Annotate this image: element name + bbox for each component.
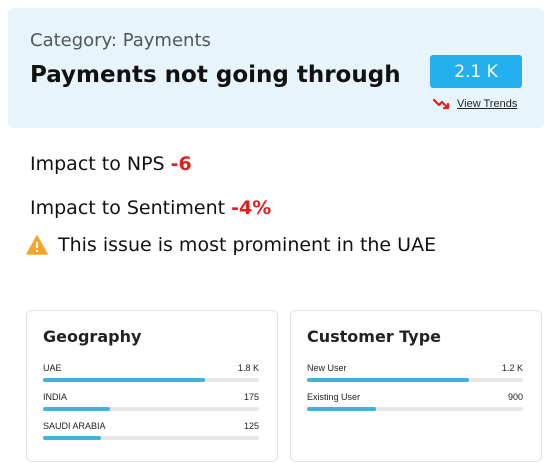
geography-row-label: UAE <box>43 363 62 373</box>
customer-type-row-label: New User <box>307 363 347 373</box>
geography-bar-fill <box>43 378 205 382</box>
view-trends-link[interactable]: View Trends <box>432 97 518 111</box>
issue-category: Category: Payments <box>30 30 211 51</box>
geography-row-label: INDIA <box>43 392 68 402</box>
view-trends-label[interactable]: View Trends <box>457 98 518 110</box>
geography-bar-fill <box>43 436 102 440</box>
geography-row: INDIA 175 <box>43 392 259 411</box>
customer-type-bar-track <box>307 407 523 411</box>
customer-type-bar-fill <box>307 378 469 382</box>
customer-type-bar-track <box>307 378 523 382</box>
geography-row-label: SAUDI ARABIA <box>43 421 106 431</box>
geography-row-head: UAE 1.8 K <box>43 363 259 373</box>
geography-row-value: 175 <box>243 392 259 402</box>
geography-row-head: INDIA 175 <box>43 392 259 402</box>
sentiment-impact-label: Impact to Sentiment <box>30 197 226 219</box>
geography-bar-track <box>43 378 259 382</box>
geography-bar-track <box>43 407 259 411</box>
customer-type-row: New User 1.2 K <box>307 363 523 382</box>
customer-type-row-head: New User 1.2 K <box>307 363 523 373</box>
nps-impact-label: Impact to NPS <box>30 153 165 175</box>
customer-type-row-value: 900 <box>507 392 523 402</box>
issue-count-badge: 2.1 K <box>430 55 522 88</box>
issue-title: Payments not going through <box>30 62 401 88</box>
geography-bar-fill <box>43 407 110 411</box>
customer-type-row-value: 1.2 K <box>501 363 523 373</box>
prominence-warning-text: This issue is most prominent in the UAE <box>58 234 437 256</box>
warning-icon <box>26 235 48 255</box>
prominence-warning: This issue is most prominent in the UAE <box>26 234 436 256</box>
geography-row: UAE 1.8 K <box>43 363 259 382</box>
geography-panel: Geography UAE 1.8 K INDIA 175 SAUDI ARABIA 12… <box>26 310 278 462</box>
customer-type-title: Customer Type <box>307 327 442 346</box>
geography-row-value: 1.8 K <box>237 363 259 373</box>
issue-header-card: Category: Payments Payments not going th… <box>8 8 544 128</box>
geography-title: Geography <box>43 327 142 346</box>
geography-row-head: SAUDI ARABIA 125 <box>43 421 259 431</box>
customer-type-row: Existing User 900 <box>307 392 523 411</box>
nps-impact: Impact to NPS -6 <box>30 153 192 175</box>
geography-row: SAUDI ARABIA 125 <box>43 421 259 440</box>
customer-type-row-head: Existing User 900 <box>307 392 523 402</box>
customer-type-row-label: Existing User <box>307 392 361 402</box>
customer-type-panel: Customer Type New User 1.2 K Existing User… <box>290 310 542 462</box>
trend-down-icon <box>432 97 453 111</box>
nps-impact-value: -6 <box>170 153 192 175</box>
sentiment-impact: Impact to Sentiment -4% <box>30 197 271 219</box>
geography-bar-track <box>43 436 259 440</box>
customer-type-bar-fill <box>307 407 377 411</box>
sentiment-impact-value: -4% <box>231 197 272 219</box>
geography-row-value: 125 <box>243 421 259 431</box>
